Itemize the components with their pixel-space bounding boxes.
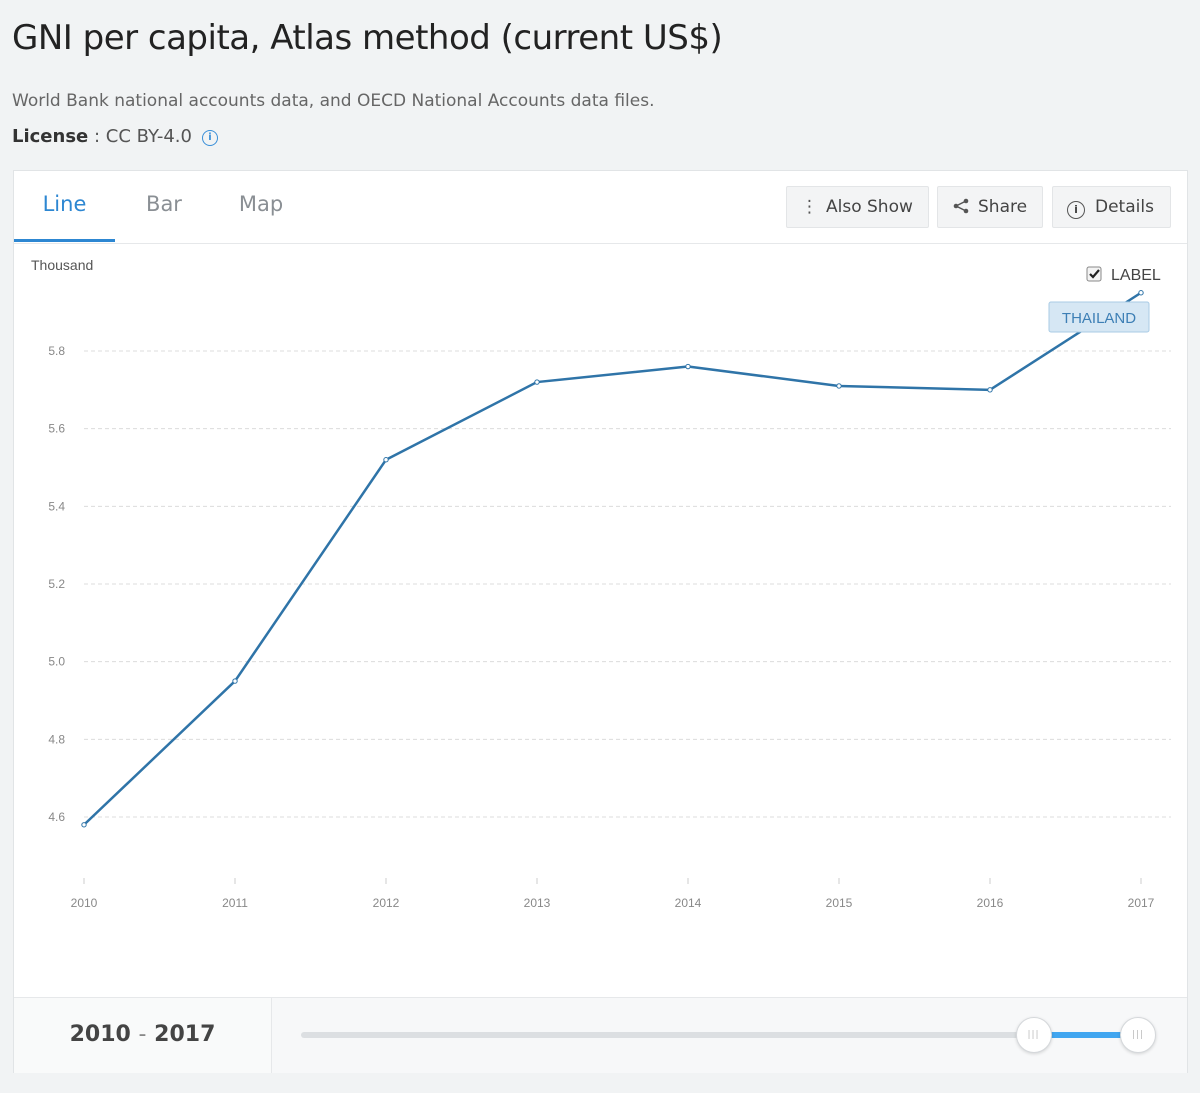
- range-slider-track[interactable]: [301, 1032, 1137, 1038]
- range-end: 2017: [154, 1022, 216, 1047]
- label-checkbox[interactable]: [1086, 266, 1102, 282]
- series-label-text: THAILAND: [1062, 310, 1136, 327]
- y-axis-label: Thousand: [31, 257, 93, 273]
- info-icon[interactable]: i: [201, 130, 218, 146]
- x-tick-label: 2013: [524, 896, 551, 910]
- more-vertical-icon: ⋮: [801, 197, 818, 217]
- x-tick-label: 2017: [1128, 896, 1155, 910]
- share-icon: [952, 187, 970, 227]
- checkmark-icon: [1089, 269, 1100, 279]
- data-source: World Bank national accounts data, and O…: [12, 91, 655, 111]
- y-tick-label: 5.8: [48, 344, 65, 358]
- y-tick-label: 5.2: [48, 577, 65, 591]
- x-axis: 2010 2011 2012 2013 2014 2015 2016 2017: [71, 878, 1155, 910]
- info-circle-icon: i: [1067, 201, 1085, 219]
- y-tick-label: 4.8: [48, 732, 65, 746]
- data-point[interactable]: [836, 383, 842, 389]
- range-separator: -: [138, 1022, 147, 1047]
- also-show-button[interactable]: ⋮ Also Show: [786, 186, 929, 228]
- also-show-label: Also Show: [826, 197, 913, 217]
- page-title: GNI per capita, Atlas method (current US…: [12, 18, 723, 58]
- label-toggle[interactable]: LABEL: [1086, 266, 1161, 284]
- details-button[interactable]: i Details: [1052, 186, 1171, 228]
- grid-lines: [84, 350, 1171, 818]
- x-tick-label: 2014: [675, 896, 702, 910]
- y-tick-label: 5.4: [48, 499, 65, 513]
- data-point[interactable]: [232, 678, 238, 684]
- chart-panel: Line Bar Map ⋮ Also Show Share i Details 4…: [13, 170, 1188, 1073]
- series-label-thailand: THAILAND: [1048, 301, 1150, 333]
- range-start-handle[interactable]: |||: [1015, 1017, 1052, 1053]
- range-slider-selection: [1032, 1032, 1137, 1038]
- tab-bar[interactable]: Bar: [146, 192, 182, 216]
- range-end-handle[interactable]: |||: [1120, 1017, 1156, 1053]
- series-line: [83, 291, 1142, 826]
- range-footer: 2010 - 2017 ||| |||: [14, 997, 1187, 1073]
- y-tick-label: 4.6: [48, 810, 65, 824]
- x-tick-label: 2010: [71, 896, 98, 910]
- license-line: License : CC BY-4.0 i: [12, 126, 218, 147]
- line-chart: 4.64.85.05.25.45.65.8 2010 2011 2012 2013 20…: [31, 257, 1171, 910]
- data-point[interactable]: [534, 379, 540, 385]
- y-tick-label: 5.0: [48, 655, 65, 669]
- x-tick-label: 2011: [222, 896, 248, 910]
- details-label: Details: [1095, 197, 1154, 217]
- x-tick-label: 2016: [977, 896, 1004, 910]
- y-tick-label: 5.6: [48, 422, 65, 436]
- data-point[interactable]: [81, 822, 87, 828]
- series-label-box: [1048, 301, 1150, 333]
- license-label: License: [12, 126, 89, 147]
- data-point[interactable]: [685, 363, 691, 370]
- share-button[interactable]: Share: [937, 186, 1043, 228]
- license-value: CC BY-4.0: [105, 126, 192, 147]
- y-axis: 4.6 4.8 5.0 5.2 5.4 5.6 5.8: [48, 344, 65, 824]
- share-label: Share: [978, 197, 1028, 217]
- data-point[interactable]: [1138, 290, 1144, 296]
- series-thailand: [81, 290, 1144, 828]
- range-start: 2010: [69, 1022, 131, 1047]
- chart-tabs: Line Bar Map ⋮ Also Show Share i Details: [14, 171, 1187, 244]
- year-range-label: 2010 - 2017: [14, 998, 272, 1073]
- label-toggle-text: LABEL: [1111, 267, 1161, 284]
- tab-map[interactable]: Map: [238, 192, 284, 216]
- data-point[interactable]: [383, 457, 389, 463]
- x-tick-label: 2015: [826, 896, 853, 910]
- data-point[interactable]: [987, 387, 993, 393]
- x-tick-label: 2012: [373, 896, 400, 910]
- tab-line[interactable]: Line: [14, 171, 115, 242]
